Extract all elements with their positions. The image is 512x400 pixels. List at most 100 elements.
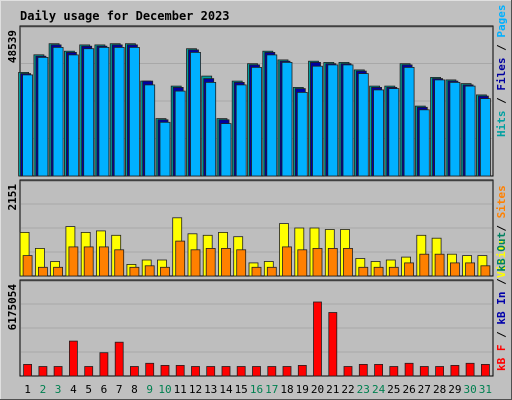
bar-kb-f-day-15	[237, 367, 245, 377]
bar-kb-f-day-31	[481, 364, 489, 376]
bar-kb-f-day-27	[420, 367, 428, 377]
bar-pages-day-21	[328, 65, 338, 176]
bar-pages-day-13	[206, 82, 216, 176]
bar-sites-day-10	[161, 267, 170, 276]
bar-pages-day-17	[267, 55, 277, 176]
day-label-12: 12	[189, 383, 202, 396]
y-max-label: 48539	[6, 30, 19, 63]
bar-sites-day-12	[191, 250, 200, 276]
bar-pages-day-30	[465, 86, 475, 176]
bar-kb-f-day-12	[192, 367, 200, 377]
bar-pages-day-6	[99, 47, 109, 176]
bar-kb-f-day-9	[146, 363, 154, 376]
bar-kb-f-day-26	[405, 363, 413, 376]
bar-pages-day-10	[160, 122, 170, 176]
bar-pages-day-23	[358, 74, 368, 176]
bar-kb-f-day-18	[283, 367, 291, 377]
bar-pages-day-16	[252, 67, 262, 176]
bar-sites-day-13	[206, 248, 215, 276]
bar-kb-f-day-25	[390, 367, 398, 377]
bar-sites-day-8	[130, 267, 139, 276]
day-label-14: 14	[219, 383, 233, 396]
bar-pages-day-24	[374, 90, 384, 176]
bar-sites-day-5	[84, 247, 93, 276]
day-label-15: 15	[235, 383, 248, 396]
panel-1: 48539Hits / Files / Pages	[6, 5, 508, 177]
bar-sites-day-28	[435, 254, 444, 276]
bar-sites-day-24	[374, 267, 383, 276]
bar-pages-day-25	[389, 89, 399, 176]
day-label-4: 4	[70, 383, 77, 396]
bar-kb-f-day-24	[375, 364, 383, 376]
bar-sites-day-11	[176, 241, 185, 276]
bar-kb-f-day-13	[207, 367, 215, 377]
bar-kb-f-day-3	[54, 367, 62, 377]
bar-kb-f-day-6	[100, 353, 108, 376]
bar-kb-f-day-1	[24, 364, 32, 376]
bar-sites-day-27	[420, 254, 429, 276]
day-label-3: 3	[55, 383, 62, 396]
bar-pages-day-14	[221, 124, 231, 176]
bar-kb-f-day-17	[268, 367, 276, 377]
legend-kb-out: kB Out	[495, 232, 508, 272]
panel-2: 2151 Visits / Sites	[6, 180, 508, 278]
day-label-7: 7	[116, 383, 123, 396]
bar-pages-day-29	[450, 82, 460, 176]
bar-pages-day-1	[23, 75, 33, 176]
bar-sites-day-30	[466, 263, 475, 276]
y-max-label: 6175054	[6, 284, 19, 331]
day-label-13: 13	[204, 383, 217, 396]
bar-pages-day-8	[129, 47, 139, 176]
bar-sites-day-22	[344, 248, 353, 276]
bar-kb-f-day-14	[222, 367, 230, 377]
bar-pages-day-26	[404, 67, 414, 176]
bar-sites-day-25	[389, 267, 398, 276]
day-label-24: 24	[372, 383, 386, 396]
day-label-5: 5	[85, 383, 92, 396]
bar-sites-day-7	[115, 250, 124, 276]
legend-sites: Sites	[495, 185, 508, 218]
bar-pages-day-2	[38, 57, 48, 176]
legend-kb-f: kB F	[495, 345, 508, 372]
day-label-16: 16	[250, 383, 263, 396]
bar-pages-day-20	[313, 66, 323, 176]
bar-sites-day-16	[252, 267, 261, 276]
bar-kb-f-day-22	[344, 367, 352, 377]
day-label-31: 31	[479, 383, 492, 396]
bar-pages-day-12	[191, 52, 201, 176]
day-label-20: 20	[311, 383, 324, 396]
legend-separator: /	[495, 91, 508, 111]
legend-hits: Hits	[495, 111, 508, 138]
day-label-23: 23	[357, 383, 370, 396]
bar-pages-day-31	[480, 99, 490, 176]
bar-sites-day-2	[38, 267, 47, 276]
bar-kb-f-day-30	[466, 363, 474, 376]
day-label-19: 19	[296, 383, 309, 396]
day-label-2: 2	[40, 383, 47, 396]
bar-sites-day-1	[23, 256, 32, 276]
day-label-29: 29	[448, 383, 461, 396]
bar-pages-day-4	[68, 55, 78, 176]
bar-pages-day-11	[175, 91, 185, 176]
day-label-30: 30	[463, 383, 476, 396]
bar-pages-day-22	[343, 65, 353, 176]
bar-kb-f-day-16	[253, 367, 261, 377]
bar-kb-f-day-2	[39, 367, 47, 377]
bar-kb-f-day-7	[115, 342, 123, 376]
bar-pages-day-28	[435, 80, 445, 176]
bar-kb-f-day-19	[298, 365, 306, 376]
bar-sites-day-14	[222, 248, 231, 276]
day-label-21: 21	[326, 383, 339, 396]
day-label-25: 25	[387, 383, 400, 396]
day-label-8: 8	[131, 383, 138, 396]
bar-sites-day-20	[313, 248, 322, 276]
legend-kb-in: kB In	[495, 292, 508, 325]
bar-sites-day-26	[405, 263, 414, 276]
bar-kb-f-day-8	[130, 367, 138, 377]
bar-kb-f-day-5	[85, 367, 93, 377]
day-label-26: 26	[402, 383, 415, 396]
bar-sites-day-29	[450, 263, 459, 276]
bar-kb-f-day-11	[176, 365, 184, 376]
bar-sites-day-19	[298, 250, 307, 276]
